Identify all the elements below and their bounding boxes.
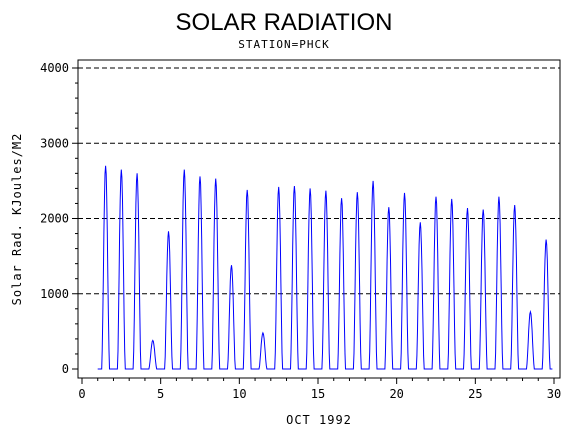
- x-tick-label-25: 25: [468, 387, 482, 401]
- y-tick-label-3000: 3000: [40, 136, 69, 150]
- y-tick-label-0: 0: [62, 362, 69, 376]
- chart-subtitle: STATION=PHCK: [238, 38, 329, 51]
- series-line-group: [97, 165, 553, 370]
- x-tick-label-0: 0: [78, 387, 85, 401]
- x-tick-label-15: 15: [311, 387, 325, 401]
- series-line-0: [97, 165, 553, 370]
- chart-title: SOLAR RADIATION: [176, 9, 393, 36]
- x-axis-label: OCT 1992: [286, 413, 352, 427]
- y-axis-label: Solar Rad. KJoules/M2: [10, 133, 24, 306]
- x-tick-label-10: 10: [232, 387, 246, 401]
- y-tick-label-2000: 2000: [40, 212, 69, 226]
- y-tick-label-1000: 1000: [40, 287, 69, 301]
- x-tick-label-20: 20: [389, 387, 403, 401]
- y-tick-label-4000: 4000: [40, 61, 69, 75]
- x-tick-label-5: 5: [157, 387, 164, 401]
- axes: 0 1000 2000 3000 4000 0 5 10 15 20 25 30: [40, 61, 561, 401]
- gridlines: [78, 67, 560, 295]
- x-tick-label-30: 30: [547, 387, 561, 401]
